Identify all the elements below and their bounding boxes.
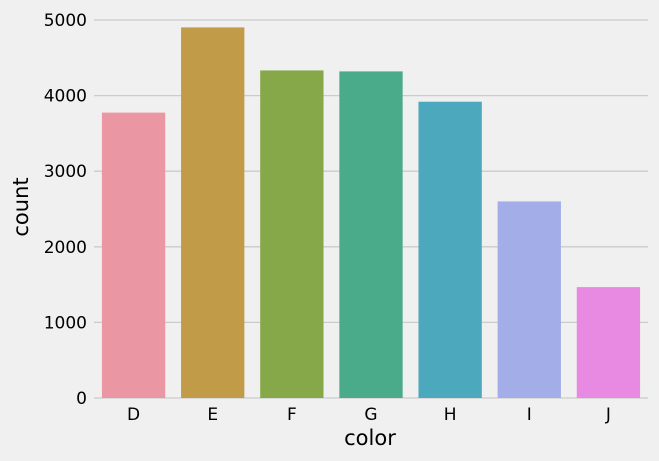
x-tick-label: E: [207, 405, 218, 425]
x-tick-labels: D E F G H I J: [127, 405, 611, 425]
x-tick-label: I: [527, 405, 532, 425]
bar-F: [260, 70, 324, 398]
y-tick-label: 3000: [44, 162, 87, 182]
x-tick-label: F: [287, 405, 297, 425]
y-tick-label: 0: [76, 389, 87, 409]
bar-E: [181, 27, 245, 398]
x-tick-label: G: [364, 405, 377, 425]
bar-D: [101, 112, 166, 399]
x-tick-label: D: [127, 405, 140, 425]
y-tick-label: 4000: [44, 87, 87, 107]
bar-G: [339, 71, 403, 399]
bar-I: [497, 201, 561, 398]
bars: [101, 27, 641, 399]
y-tick-labels: 0 1000 2000 3000 4000 5000: [44, 11, 87, 409]
x-tick-label: H: [444, 405, 457, 425]
bar-J: [576, 287, 641, 398]
x-axis-label: color: [344, 426, 396, 450]
bar-H: [418, 101, 482, 398]
y-tick-label: 5000: [44, 11, 87, 31]
y-axis-label: count: [9, 177, 33, 236]
y-tick-label: 1000: [44, 313, 87, 333]
y-tick-label: 2000: [44, 238, 87, 258]
x-tick-label: J: [605, 405, 611, 425]
